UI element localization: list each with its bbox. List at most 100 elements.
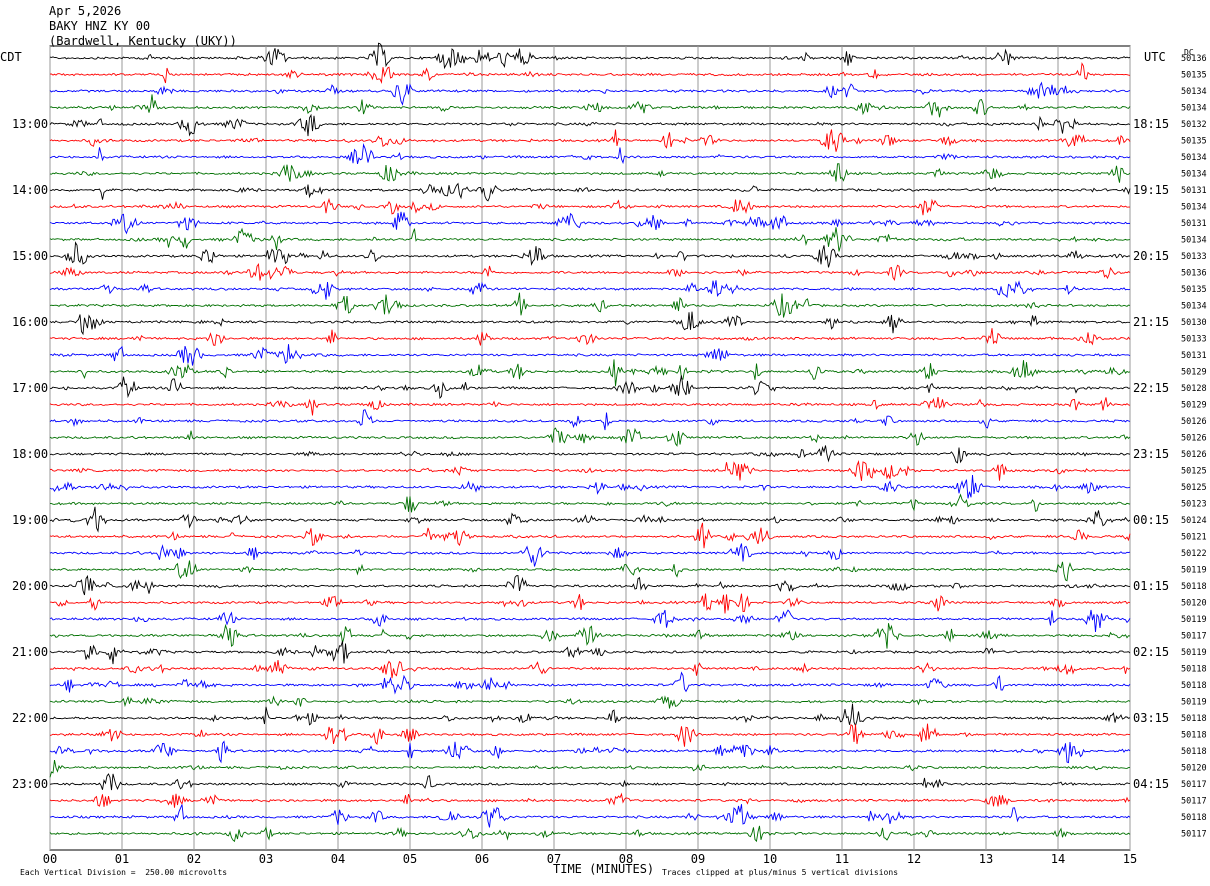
dc-offset-label: 50118 [1181, 731, 1207, 741]
dc-offset-label: 50124 [1181, 516, 1207, 526]
seismic-trace [49, 397, 1131, 416]
seismic-trace [49, 825, 1131, 843]
seismic-trace [49, 375, 1131, 400]
dc-offset-label: 50119 [1181, 648, 1207, 658]
dc-offset-label: 50136 [1181, 269, 1207, 279]
x-tick-label: 06 [475, 852, 489, 866]
station-location: (Bardwell, Kentucky (UKY)) [49, 34, 237, 48]
dc-offset-label: 50135 [1181, 285, 1207, 295]
seismic-trace [49, 543, 1131, 567]
left-hour-label: 22:00 [12, 711, 48, 725]
dc-offset-label: 50131 [1181, 219, 1207, 229]
seismic-trace [49, 740, 1131, 764]
left-hour-label: 14:00 [12, 183, 48, 197]
seismic-trace [49, 292, 1131, 318]
seismic-trace [49, 522, 1131, 549]
dc-offset-label: 50123 [1181, 500, 1207, 510]
left-timezone-label: CDT [0, 50, 22, 64]
left-hour-label: 15:00 [12, 249, 48, 263]
dc-offset-label: 50118 [1181, 665, 1207, 675]
dc-offset-label: 50120 [1181, 764, 1207, 774]
right-hour-label: 01:15 [1133, 579, 1169, 593]
seismic-trace [49, 262, 1131, 281]
dc-offset-label: 50119 [1181, 566, 1207, 576]
right-hour-label: 00:15 [1133, 513, 1169, 527]
x-tick-label: 13 [979, 852, 993, 866]
dc-offset-label: 50125 [1181, 483, 1207, 493]
seismic-trace [49, 328, 1131, 346]
x-tick-label: 04 [331, 852, 345, 866]
dc-offset-label: 50134 [1181, 87, 1207, 97]
dc-offset-label: 50134 [1181, 104, 1207, 114]
seismic-trace [49, 427, 1131, 447]
seismic-trace [49, 695, 1131, 709]
seismic-trace [49, 197, 1130, 216]
left-hour-label: 23:00 [12, 777, 48, 791]
clip-note: Traces clipped at plus/minus 5 vertical … [662, 868, 899, 877]
right-hour-label: 20:15 [1133, 249, 1169, 263]
dc-offset-label: 50117 [1181, 632, 1207, 642]
seismic-trace [49, 445, 1131, 464]
dc-offset-label: 50118 [1181, 747, 1207, 757]
dc-offset-label: 50134 [1181, 236, 1207, 246]
seismic-trace [49, 641, 1131, 665]
x-tick-label: 11 [835, 852, 849, 866]
dc-offset-label: 50131 [1181, 186, 1207, 196]
seismic-trace [49, 593, 1131, 614]
x-tick-label: 08 [619, 852, 633, 866]
left-hour-label: 19:00 [12, 513, 48, 527]
dc-offset-label: 50125 [1181, 467, 1207, 477]
dc-offset-label: 50118 [1181, 813, 1207, 823]
seismic-trace [49, 623, 1131, 649]
seismic-trace [49, 113, 1131, 137]
x-tick-label: 02 [187, 852, 201, 866]
seismic-trace [49, 182, 1131, 202]
seismic-trace [49, 241, 1131, 268]
right-hour-label: 04:15 [1133, 777, 1169, 791]
right-hour-label: 19:15 [1133, 183, 1169, 197]
seismic-trace [49, 311, 1131, 336]
seismic-trace [49, 792, 1131, 808]
seismic-trace [49, 62, 1131, 84]
dc-offset-label: 50121 [1181, 533, 1207, 543]
dc-offset-label: 50131 [1181, 351, 1207, 361]
seismic-trace [49, 671, 1131, 695]
seismic-trace [49, 94, 1131, 118]
dc-offset-label: 50126 [1181, 450, 1207, 460]
dc-column-label: DC [1184, 48, 1194, 57]
scale-note: Each Vertical Division = 250.00 microvol… [20, 868, 228, 877]
dc-offset-label: 50133 [1181, 335, 1207, 345]
dc-offset-label: 50118 [1181, 582, 1207, 592]
x-tick-label: 09 [691, 852, 705, 866]
dc-offset-label: 50134 [1181, 203, 1207, 213]
seismic-trace [49, 474, 1131, 499]
x-tick-label: 10 [763, 852, 777, 866]
seismic-trace [49, 129, 1131, 152]
seismic-trace [49, 359, 1131, 387]
seismic-trace [49, 227, 1131, 252]
dc-offset-label: 50129 [1181, 401, 1207, 411]
seismic-trace [49, 460, 1131, 481]
dc-offset-label: 50133 [1181, 252, 1207, 262]
left-hour-label: 18:00 [12, 447, 48, 461]
dc-offset-label: 50120 [1181, 599, 1207, 609]
dc-offset-label: 50134 [1181, 153, 1207, 163]
x-tick-label: 03 [259, 852, 273, 866]
dc-offset-label: 50129 [1181, 368, 1207, 378]
seismic-trace [49, 42, 1131, 70]
seismic-trace [49, 81, 1131, 106]
x-tick-label: 05 [403, 852, 417, 866]
x-tick-label: 15 [1123, 852, 1137, 866]
left-hour-label: 16:00 [12, 315, 48, 329]
seismic-trace [49, 344, 1131, 366]
plot-border [49, 45, 1131, 851]
seismic-trace [49, 493, 1131, 513]
right-hour-label: 02:15 [1133, 645, 1169, 659]
seismic-trace [49, 804, 1131, 828]
x-tick-label: 07 [547, 852, 561, 866]
seismic-trace [49, 163, 1131, 183]
seismic-trace [49, 773, 1131, 791]
dc-offset-label: 50128 [1181, 384, 1207, 394]
right-hour-label: 21:15 [1133, 315, 1169, 329]
